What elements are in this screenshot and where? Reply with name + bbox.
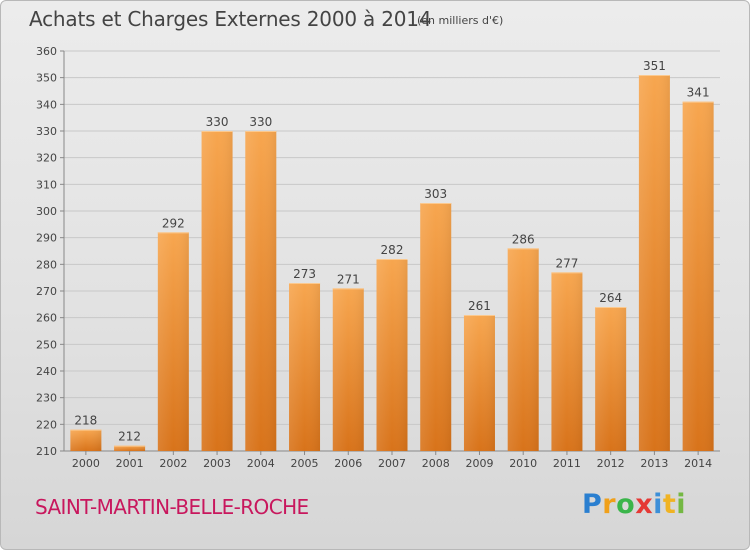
logo-letter: o bbox=[616, 489, 636, 520]
data-label: 277 bbox=[555, 256, 578, 270]
logo-letter: i bbox=[676, 489, 687, 520]
chart-subtitle: (en milliers d'€) bbox=[417, 14, 504, 27]
x-tick-label: 2005 bbox=[291, 457, 319, 470]
logo-letter: t bbox=[662, 489, 677, 520]
y-tick-label: 240 bbox=[36, 365, 57, 378]
y-tick-label: 260 bbox=[36, 312, 57, 325]
data-label: 273 bbox=[293, 267, 316, 281]
data-label: 330 bbox=[206, 115, 229, 129]
data-label: 261 bbox=[468, 299, 491, 313]
bar-shine bbox=[507, 248, 539, 451]
y-tick-label: 320 bbox=[36, 152, 57, 165]
data-labels: 218 212 292 330 330 273 271 282 303 261 286 277 264 3… bbox=[74, 59, 709, 444]
data-label: 351 bbox=[643, 59, 666, 73]
data-label: 264 bbox=[599, 291, 622, 305]
y-tick-label: 330 bbox=[36, 125, 57, 138]
x-tick-label: 2013 bbox=[640, 457, 668, 470]
data-label: 286 bbox=[512, 232, 535, 246]
bar-shine bbox=[638, 75, 670, 451]
x-tick-label: 2014 bbox=[684, 457, 712, 470]
bar-shine bbox=[463, 315, 495, 451]
logo-letter: r bbox=[602, 489, 617, 520]
y-tick-label: 310 bbox=[36, 178, 57, 191]
bar-shine bbox=[289, 283, 321, 451]
x-tick-label: 2000 bbox=[72, 457, 100, 470]
y-tick-label: 270 bbox=[36, 285, 57, 298]
logo-letter: x bbox=[635, 489, 654, 520]
y-tick-label: 250 bbox=[36, 338, 57, 351]
bar-shine bbox=[114, 445, 146, 451]
y-tick-label: 300 bbox=[36, 205, 57, 218]
tick-labels: 210 220 230 240 250 260 270 280 290 300 310 320 330 3… bbox=[36, 45, 712, 470]
data-label: 212 bbox=[118, 430, 141, 444]
bar-shine bbox=[201, 131, 233, 451]
y-tick-label: 360 bbox=[36, 45, 57, 58]
bar-shine bbox=[245, 131, 277, 451]
bar-shine bbox=[332, 288, 364, 451]
y-tick-label: 210 bbox=[36, 445, 57, 458]
bar-shine bbox=[70, 429, 102, 451]
x-tick-label: 2012 bbox=[597, 457, 625, 470]
proxiti-logo[interactable]: Proxiti bbox=[582, 489, 686, 520]
bar-shine bbox=[551, 272, 583, 451]
x-tick-label: 2008 bbox=[422, 457, 450, 470]
y-tick-label: 280 bbox=[36, 258, 57, 271]
bar-shine bbox=[595, 307, 627, 451]
data-label: 341 bbox=[687, 86, 710, 100]
commune-name: SAINT-MARTIN-BELLE-ROCHE bbox=[35, 495, 309, 519]
x-tick-label: 2001 bbox=[116, 457, 144, 470]
chart-title: Achats et Charges Externes 2000 à 2014 bbox=[29, 7, 432, 31]
y-tick-label: 340 bbox=[36, 98, 57, 111]
bar-shine bbox=[157, 232, 189, 451]
x-tick-label: 2006 bbox=[334, 457, 362, 470]
bar-shine bbox=[420, 203, 452, 451]
x-tick-label: 2003 bbox=[203, 457, 231, 470]
logo-letter: i bbox=[653, 489, 663, 520]
x-tick-label: 2009 bbox=[465, 457, 493, 470]
bar-shine bbox=[682, 101, 714, 452]
y-tick-label: 290 bbox=[36, 232, 57, 245]
y-tick-label: 230 bbox=[36, 392, 57, 405]
x-tick-label: 2002 bbox=[159, 457, 187, 470]
data-label: 330 bbox=[249, 115, 272, 129]
data-label: 218 bbox=[74, 414, 97, 428]
x-tick-label: 2010 bbox=[509, 457, 537, 470]
data-label: 271 bbox=[337, 272, 360, 286]
data-label: 282 bbox=[381, 243, 404, 257]
x-tick-label: 2011 bbox=[553, 457, 581, 470]
x-tick-label: 2004 bbox=[247, 457, 275, 470]
bars bbox=[70, 75, 714, 452]
logo-letter: P bbox=[582, 489, 603, 520]
y-tick-label: 220 bbox=[36, 418, 57, 431]
y-tick-label: 350 bbox=[36, 72, 57, 85]
bar-shine bbox=[376, 259, 408, 451]
x-tick-label: 2007 bbox=[378, 457, 406, 470]
data-label: 303 bbox=[424, 187, 447, 201]
data-label: 292 bbox=[162, 216, 185, 230]
